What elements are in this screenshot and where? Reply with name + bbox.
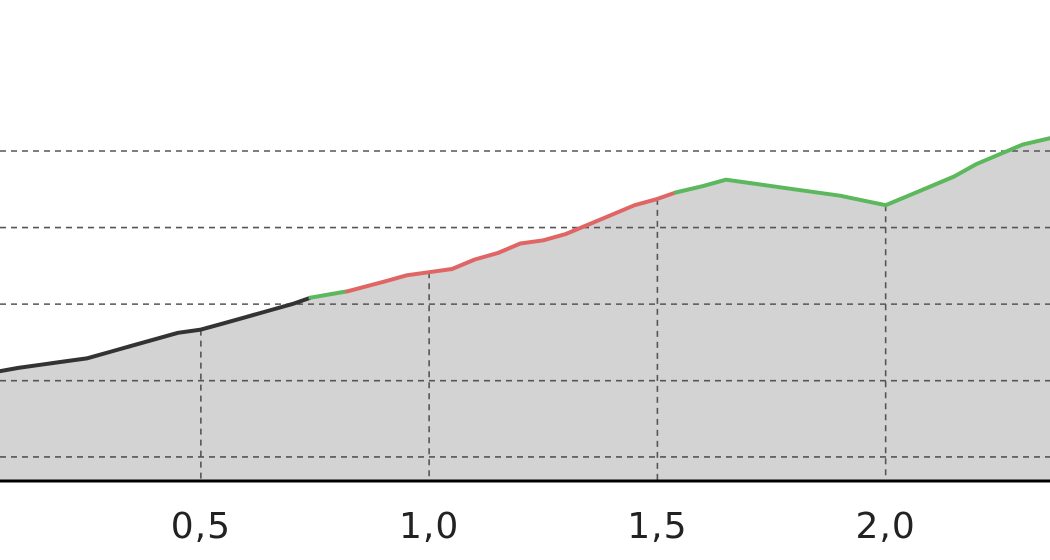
area-fill-layer <box>0 138 1050 481</box>
profile-segment-2 <box>308 289 349 300</box>
x-tick-label: 1,5 <box>627 506 687 547</box>
elevation-area <box>0 138 1050 481</box>
profile-segment-3 <box>345 190 678 294</box>
x-tick-label: 2,0 <box>856 506 916 547</box>
profile-segment-4 <box>673 136 1050 208</box>
profile-segment-1 <box>0 295 313 374</box>
gridlines <box>0 150 1050 481</box>
x-tick-label: 1,0 <box>399 506 459 547</box>
series-lines <box>0 136 1050 374</box>
x-tick-label: 0,5 <box>171 506 231 547</box>
x-tick-labels: 0,5 1,0 1,5 2,0 <box>171 506 916 547</box>
